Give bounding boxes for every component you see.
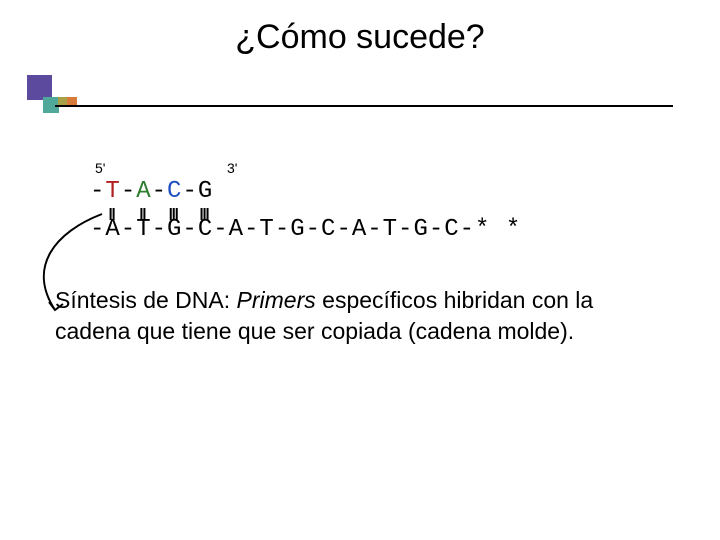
primer-base-a: A [136, 178, 151, 205]
caption: Síntesis de DNA: Primers específicos hib… [55, 285, 675, 347]
three-prime-label: 3' [227, 160, 237, 176]
primer-base-c: C [167, 178, 182, 205]
slide-title: ¿Cómo sucede? [0, 18, 720, 57]
slide: ¿Cómo sucede? 5' 3' -T-A-C-G -A-T-G-C-A-… [0, 0, 720, 540]
title-underline [55, 105, 673, 107]
caption-italic: Primers [237, 287, 316, 313]
primer-strand: -T-A-C-G [90, 178, 213, 205]
five-prime-label: 5' [95, 160, 105, 176]
primer-base-t: T [105, 178, 120, 205]
primer-base-g: G [198, 178, 213, 205]
caption-pre: Síntesis de DNA: [55, 287, 237, 313]
template-strand: -A-T-G-C-A-T-G-C-A-T-G-C-* * [90, 216, 521, 243]
